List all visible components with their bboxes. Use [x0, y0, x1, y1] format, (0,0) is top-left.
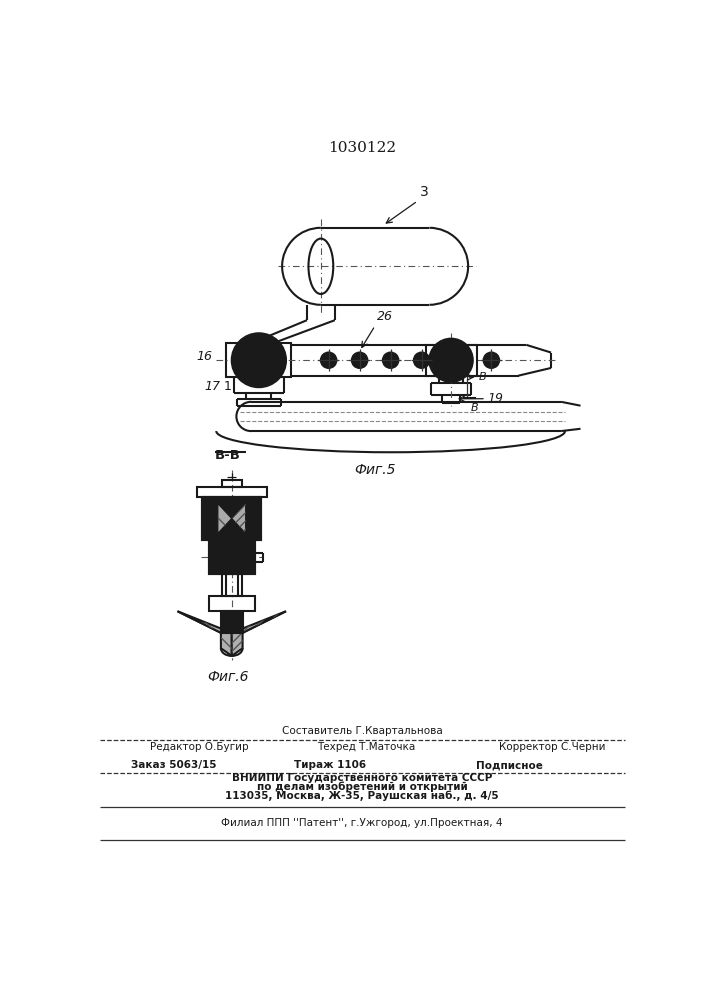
Text: 26: 26 — [377, 310, 392, 323]
Text: 1: 1 — [224, 380, 232, 393]
Circle shape — [232, 333, 286, 387]
Text: по делам изобретений и открытий: по делам изобретений и открытий — [257, 782, 467, 792]
Circle shape — [352, 353, 368, 368]
Bar — [221, 611, 243, 633]
Text: Корректор С.Черни: Корректор С.Черни — [499, 742, 606, 752]
Text: 16: 16 — [197, 350, 212, 363]
Bar — [202, 497, 261, 540]
Text: Составитель Г.Квартальнова: Составитель Г.Квартальнова — [281, 726, 443, 736]
Text: B: B — [479, 372, 486, 382]
Bar — [218, 503, 246, 533]
Bar — [209, 540, 255, 574]
Circle shape — [383, 353, 398, 368]
Text: 19: 19 — [488, 392, 503, 405]
Bar — [226, 343, 291, 377]
Text: ВНИИПИ Государственного комитета СССР: ВНИИПИ Государственного комитета СССР — [232, 773, 492, 783]
Text: B-B: B-B — [215, 449, 241, 462]
Text: Тираж 1106: Тираж 1106 — [293, 760, 366, 770]
Text: Редактор О.Бугир: Редактор О.Бугир — [151, 742, 249, 752]
Circle shape — [321, 353, 337, 368]
Text: Фиг.6: Фиг.6 — [207, 670, 249, 684]
Text: Заказ 5063/15: Заказ 5063/15 — [131, 760, 216, 770]
Text: Подписное: Подписное — [476, 760, 543, 770]
Bar — [209, 596, 255, 611]
Bar — [222, 574, 242, 596]
Text: 17: 17 — [204, 380, 220, 393]
Bar — [426, 345, 477, 376]
Circle shape — [414, 353, 429, 368]
Circle shape — [429, 339, 473, 382]
Circle shape — [484, 353, 499, 368]
Polygon shape — [177, 611, 232, 656]
Text: 1030122: 1030122 — [328, 141, 396, 155]
Bar — [222, 480, 242, 487]
Bar — [219, 544, 244, 570]
Polygon shape — [232, 503, 246, 533]
Text: 113035, Москва, Ж-35, Раушская наб., д. 4/5: 113035, Москва, Ж-35, Раушская наб., д. … — [225, 791, 498, 801]
Bar — [197, 487, 267, 497]
Polygon shape — [218, 503, 232, 533]
Bar — [202, 497, 261, 540]
Text: B: B — [470, 403, 478, 413]
Text: Техред Т.Маточка: Техред Т.Маточка — [317, 742, 415, 752]
Polygon shape — [232, 611, 286, 656]
Bar — [209, 540, 255, 574]
Text: 3: 3 — [420, 185, 429, 199]
Text: Филиал ППП ''Патент'', г.Ужгород, ул.Проектная, 4: Филиал ППП ''Патент'', г.Ужгород, ул.Про… — [221, 818, 503, 828]
Text: Фиг.5: Фиг.5 — [354, 463, 396, 477]
